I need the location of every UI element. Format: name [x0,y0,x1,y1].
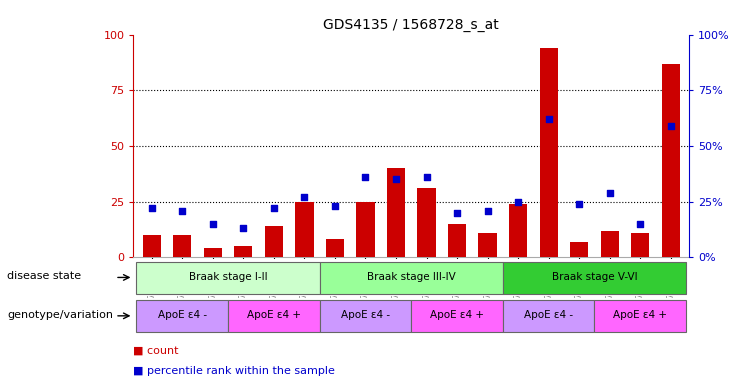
Bar [662,63,680,257]
Bar [142,235,161,257]
Bar [173,235,191,257]
Bar [594,300,686,332]
Point [329,203,341,209]
Bar [356,202,375,257]
Text: ApoE ε4 -: ApoE ε4 - [158,310,207,320]
Title: GDS4135 / 1568728_s_at: GDS4135 / 1568728_s_at [323,18,499,32]
Text: disease state: disease state [7,271,82,281]
Bar [600,230,619,257]
Text: ApoE ε4 +: ApoE ε4 + [614,310,668,320]
Point [634,221,646,227]
Point [542,116,554,122]
Point [451,210,463,216]
Text: genotype/variation: genotype/variation [7,310,113,320]
Text: Braak stage III-IV: Braak stage III-IV [367,272,456,282]
Bar [539,48,558,257]
Bar [319,300,411,332]
Point [237,225,249,232]
Point [574,201,585,207]
Point [359,174,371,180]
Point [665,123,677,129]
Point [421,174,433,180]
Point [146,205,158,211]
Point [176,207,188,214]
Bar [479,233,496,257]
Bar [265,226,283,257]
Bar [228,300,319,332]
Bar [448,224,466,257]
Point [268,205,280,211]
Text: Braak stage I-II: Braak stage I-II [189,272,268,282]
Bar [503,300,594,332]
Bar [204,248,222,257]
Point [482,207,494,214]
Text: ■ count: ■ count [133,345,179,355]
Bar [417,188,436,257]
Bar [509,204,528,257]
Bar [503,262,686,294]
Bar [234,246,253,257]
Point [390,176,402,182]
Text: ApoE ε4 +: ApoE ε4 + [247,310,301,320]
Point [207,221,219,227]
Bar [136,262,319,294]
Bar [295,202,313,257]
Bar [570,242,588,257]
Text: ApoE ε4 -: ApoE ε4 - [524,310,574,320]
Point [299,194,310,200]
Bar [411,300,503,332]
Bar [387,168,405,257]
Bar [631,233,649,257]
Point [512,199,524,205]
Point [604,190,616,196]
Text: ApoE ε4 -: ApoE ε4 - [341,310,390,320]
Text: ApoE ε4 +: ApoE ε4 + [430,310,484,320]
Bar [326,240,344,257]
Text: ■ percentile rank within the sample: ■ percentile rank within the sample [133,366,335,376]
Bar [136,300,228,332]
Text: Braak stage V-VI: Braak stage V-VI [551,272,637,282]
Bar [319,262,503,294]
